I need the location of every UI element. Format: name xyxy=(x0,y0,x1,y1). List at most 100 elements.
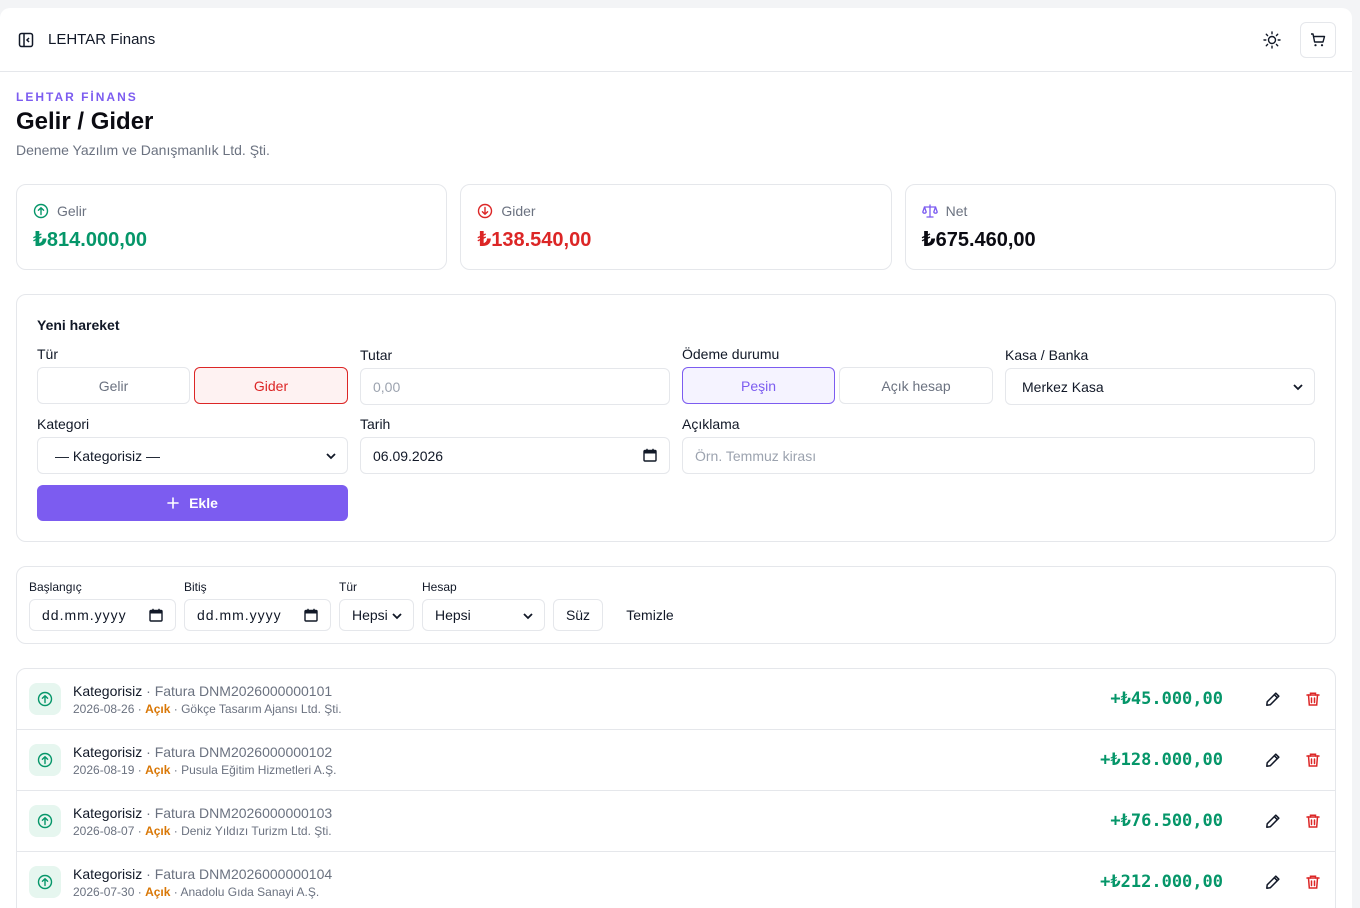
edit-icon[interactable] xyxy=(1263,750,1283,770)
separator: · xyxy=(170,701,182,716)
transaction-category: Kategorisiz xyxy=(73,865,143,882)
delete-icon[interactable] xyxy=(1303,750,1323,770)
transaction-category: Kategorisiz xyxy=(73,682,143,699)
transaction-amount: +₺45.000,00 xyxy=(1110,689,1223,709)
calendar-icon[interactable] xyxy=(643,448,657,462)
account-select[interactable]: Merkez Kasa xyxy=(1005,368,1315,405)
date-input-value: 06.09.2026 xyxy=(373,447,444,464)
date-label: Tarih xyxy=(360,416,391,432)
income-arrow-icon xyxy=(29,866,61,898)
filter-apply-button[interactable]: Süz xyxy=(553,599,603,631)
transaction-row: Kategorisiz · Fatura DNM2026000000102 20… xyxy=(17,730,1335,791)
filter-type-label: Tür xyxy=(339,580,357,594)
category-select-value: — Kategorisiz — xyxy=(55,447,161,464)
stat-income: Gelir ₺814.000,00 xyxy=(16,184,448,270)
delete-icon[interactable] xyxy=(1303,811,1323,831)
transaction-date: 2026-08-26 xyxy=(73,701,135,716)
transaction-date: 2026-07-30 xyxy=(73,884,135,899)
chevron-down-icon xyxy=(392,613,402,620)
stat-expense-label: Gider xyxy=(501,203,536,219)
transaction-status: Açık xyxy=(145,884,171,899)
separator: · xyxy=(170,823,182,838)
separator: · xyxy=(134,823,146,838)
description-input[interactable]: Örn. Temmuz kirası xyxy=(682,437,1315,474)
form-title: Yeni hareket xyxy=(37,317,120,333)
income-arrow-icon xyxy=(29,744,61,776)
type-expense-button[interactable]: Gider xyxy=(194,367,348,404)
transaction-status: Açık xyxy=(145,762,171,777)
stat-net-label: Net xyxy=(945,203,968,219)
transaction-reference: · Fatura DNM2026000000103 xyxy=(142,804,333,821)
transaction-amount: +₺76.500,00 xyxy=(1110,811,1223,831)
app-shell: LEHTAR Finans LEHTAR FİNANS Gelir / Gide… xyxy=(0,8,1352,908)
stat-income-label: Gelir xyxy=(57,203,87,219)
cart-button[interactable] xyxy=(1300,21,1336,58)
chevron-down-icon xyxy=(523,613,533,620)
filter-type-select[interactable]: Hepsi xyxy=(339,599,414,631)
transaction-category: Kategorisiz xyxy=(73,804,143,821)
stat-net-value: ₺675.460,00 xyxy=(921,229,1036,251)
top-bar: LEHTAR Finans xyxy=(0,8,1352,72)
account-select-value: Merkez Kasa xyxy=(1022,378,1104,395)
filter-start-value: dd.mm.yyyy xyxy=(42,607,127,623)
chevron-down-icon xyxy=(326,453,336,460)
transaction-row: Kategorisiz · Fatura DNM2026000000104 20… xyxy=(17,852,1335,908)
calendar-icon[interactable] xyxy=(149,608,163,622)
page-title: Gelir / Gider xyxy=(16,108,154,135)
date-input[interactable]: 06.09.2026 xyxy=(360,437,670,474)
filter-account-value: Hepsi xyxy=(435,607,471,623)
stat-income-value: ₺814.000,00 xyxy=(33,229,148,251)
income-arrow-icon xyxy=(29,683,61,715)
category-label: Kategori xyxy=(37,416,90,432)
delete-icon[interactable] xyxy=(1303,872,1323,892)
separator: · xyxy=(170,762,182,777)
transaction-party: Anadolu Gıda Sanayi A.Ş. xyxy=(180,884,320,899)
transaction-date: 2026-08-07 xyxy=(73,823,135,838)
type-income-button[interactable]: Gelir xyxy=(37,367,190,404)
filter-end-date[interactable]: dd.mm.yyyy xyxy=(184,599,331,631)
filter-account-select[interactable]: Hepsi xyxy=(422,599,545,631)
edit-icon[interactable] xyxy=(1263,811,1283,831)
add-button[interactable]: Ekle xyxy=(37,485,348,521)
filter-start-label: Başlangıç xyxy=(29,580,82,594)
payment-open-account-button[interactable]: Açık hesap xyxy=(839,367,993,404)
sidebar-toggle-icon[interactable] xyxy=(16,30,36,50)
app-brand: LEHTAR Finans xyxy=(48,31,156,48)
stat-expense: Gider ₺138.540,00 xyxy=(460,184,892,270)
company-name: Deneme Yazılım ve Danışmanlık Ltd. Şti. xyxy=(16,142,270,158)
filter-clear-button[interactable]: Temizle xyxy=(613,599,687,631)
transaction-party: Pusula Eğitim Hizmetleri A.Ş. xyxy=(181,762,337,777)
theme-toggle-icon[interactable] xyxy=(1254,22,1290,58)
transaction-status: Açık xyxy=(145,701,171,716)
type-label: Tür xyxy=(37,346,58,362)
transaction-reference: · Fatura DNM2026000000101 xyxy=(142,682,333,699)
separator: · xyxy=(134,701,146,716)
calendar-icon[interactable] xyxy=(304,608,318,622)
separator: · xyxy=(134,884,146,899)
cart-icon xyxy=(1311,32,1326,46)
separator: · xyxy=(170,884,181,899)
payment-cash-button[interactable]: Peşin xyxy=(682,367,835,404)
summary-stats: Gelir ₺814.000,00 Gider ₺138.540,00 Net … xyxy=(16,184,1336,270)
filter-account-label: Hesap xyxy=(422,580,457,594)
filter-end-value: dd.mm.yyyy xyxy=(197,607,282,623)
transaction-date: 2026-08-19 xyxy=(73,762,135,777)
new-transaction-form: Yeni hareket Tür Gelir Gider Tutar 0,00 … xyxy=(16,294,1336,542)
transaction-reference: · Fatura DNM2026000000102 xyxy=(142,743,333,760)
add-button-label: Ekle xyxy=(189,495,218,511)
edit-icon[interactable] xyxy=(1263,689,1283,709)
delete-icon[interactable] xyxy=(1303,689,1323,709)
transaction-party: Deniz Yıldızı Turizm Ltd. Şti. xyxy=(181,823,332,838)
amount-label: Tutar xyxy=(360,347,393,363)
transaction-row: Kategorisiz · Fatura DNM2026000000101 20… xyxy=(17,669,1335,730)
amount-input[interactable]: 0,00 xyxy=(360,368,670,405)
chevron-down-icon xyxy=(1293,384,1303,391)
filter-start-date[interactable]: dd.mm.yyyy xyxy=(29,599,176,631)
category-select[interactable]: — Kategorisiz — xyxy=(37,437,348,474)
transaction-status: Açık xyxy=(145,823,171,838)
description-label: Açıklama xyxy=(682,416,740,432)
transaction-amount: +₺128.000,00 xyxy=(1100,750,1223,770)
transaction-reference: · Fatura DNM2026000000104 xyxy=(142,865,333,882)
stat-net: Net ₺675.460,00 xyxy=(904,184,1336,270)
edit-icon[interactable] xyxy=(1263,872,1283,892)
